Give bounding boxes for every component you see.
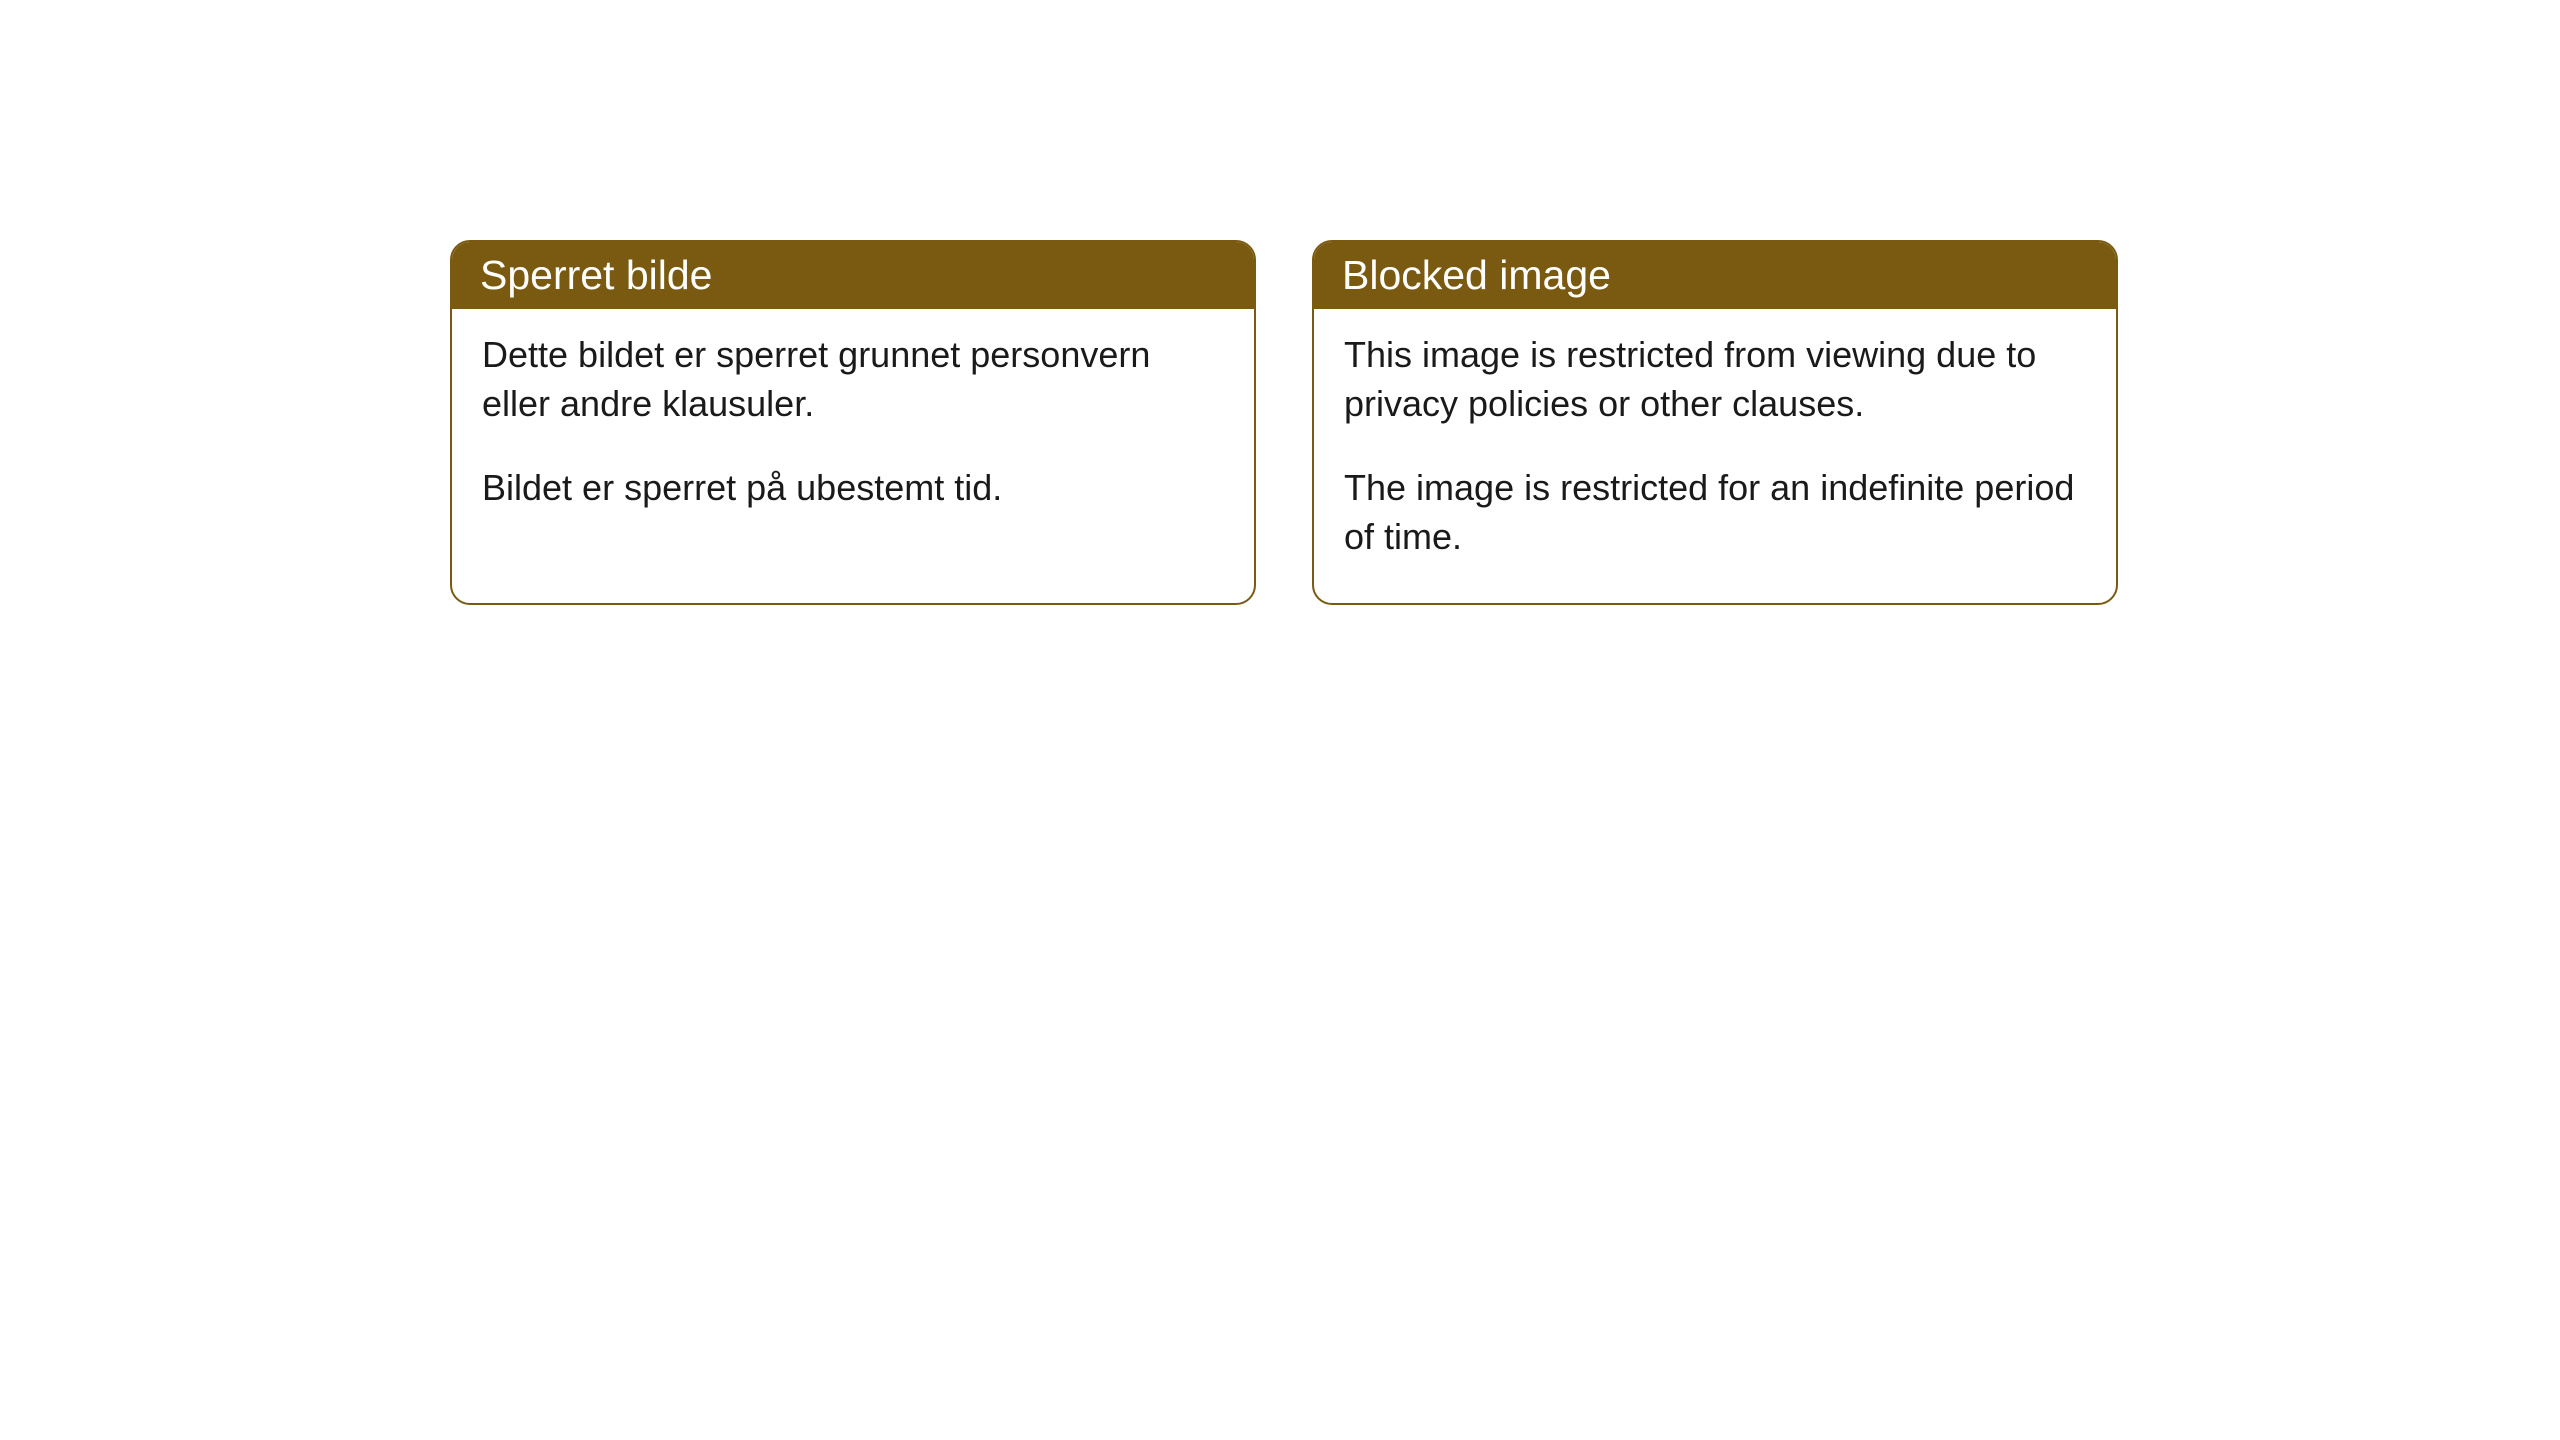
card-paragraph: Bildet er sperret på ubestemt tid. (482, 464, 1224, 513)
card-title: Blocked image (1342, 252, 1611, 298)
notice-container: Sperret bilde Dette bildet er sperret gr… (0, 0, 2560, 605)
notice-card-english: Blocked image This image is restricted f… (1312, 240, 2118, 605)
card-header: Blocked image (1314, 242, 2116, 309)
notice-card-norwegian: Sperret bilde Dette bildet er sperret gr… (450, 240, 1256, 605)
card-header: Sperret bilde (452, 242, 1254, 309)
card-body: Dette bildet er sperret grunnet personve… (452, 309, 1254, 555)
card-body: This image is restricted from viewing du… (1314, 309, 2116, 603)
card-title: Sperret bilde (480, 252, 712, 298)
card-paragraph: Dette bildet er sperret grunnet personve… (482, 331, 1224, 428)
card-paragraph: This image is restricted from viewing du… (1344, 331, 2086, 428)
card-paragraph: The image is restricted for an indefinit… (1344, 464, 2086, 561)
